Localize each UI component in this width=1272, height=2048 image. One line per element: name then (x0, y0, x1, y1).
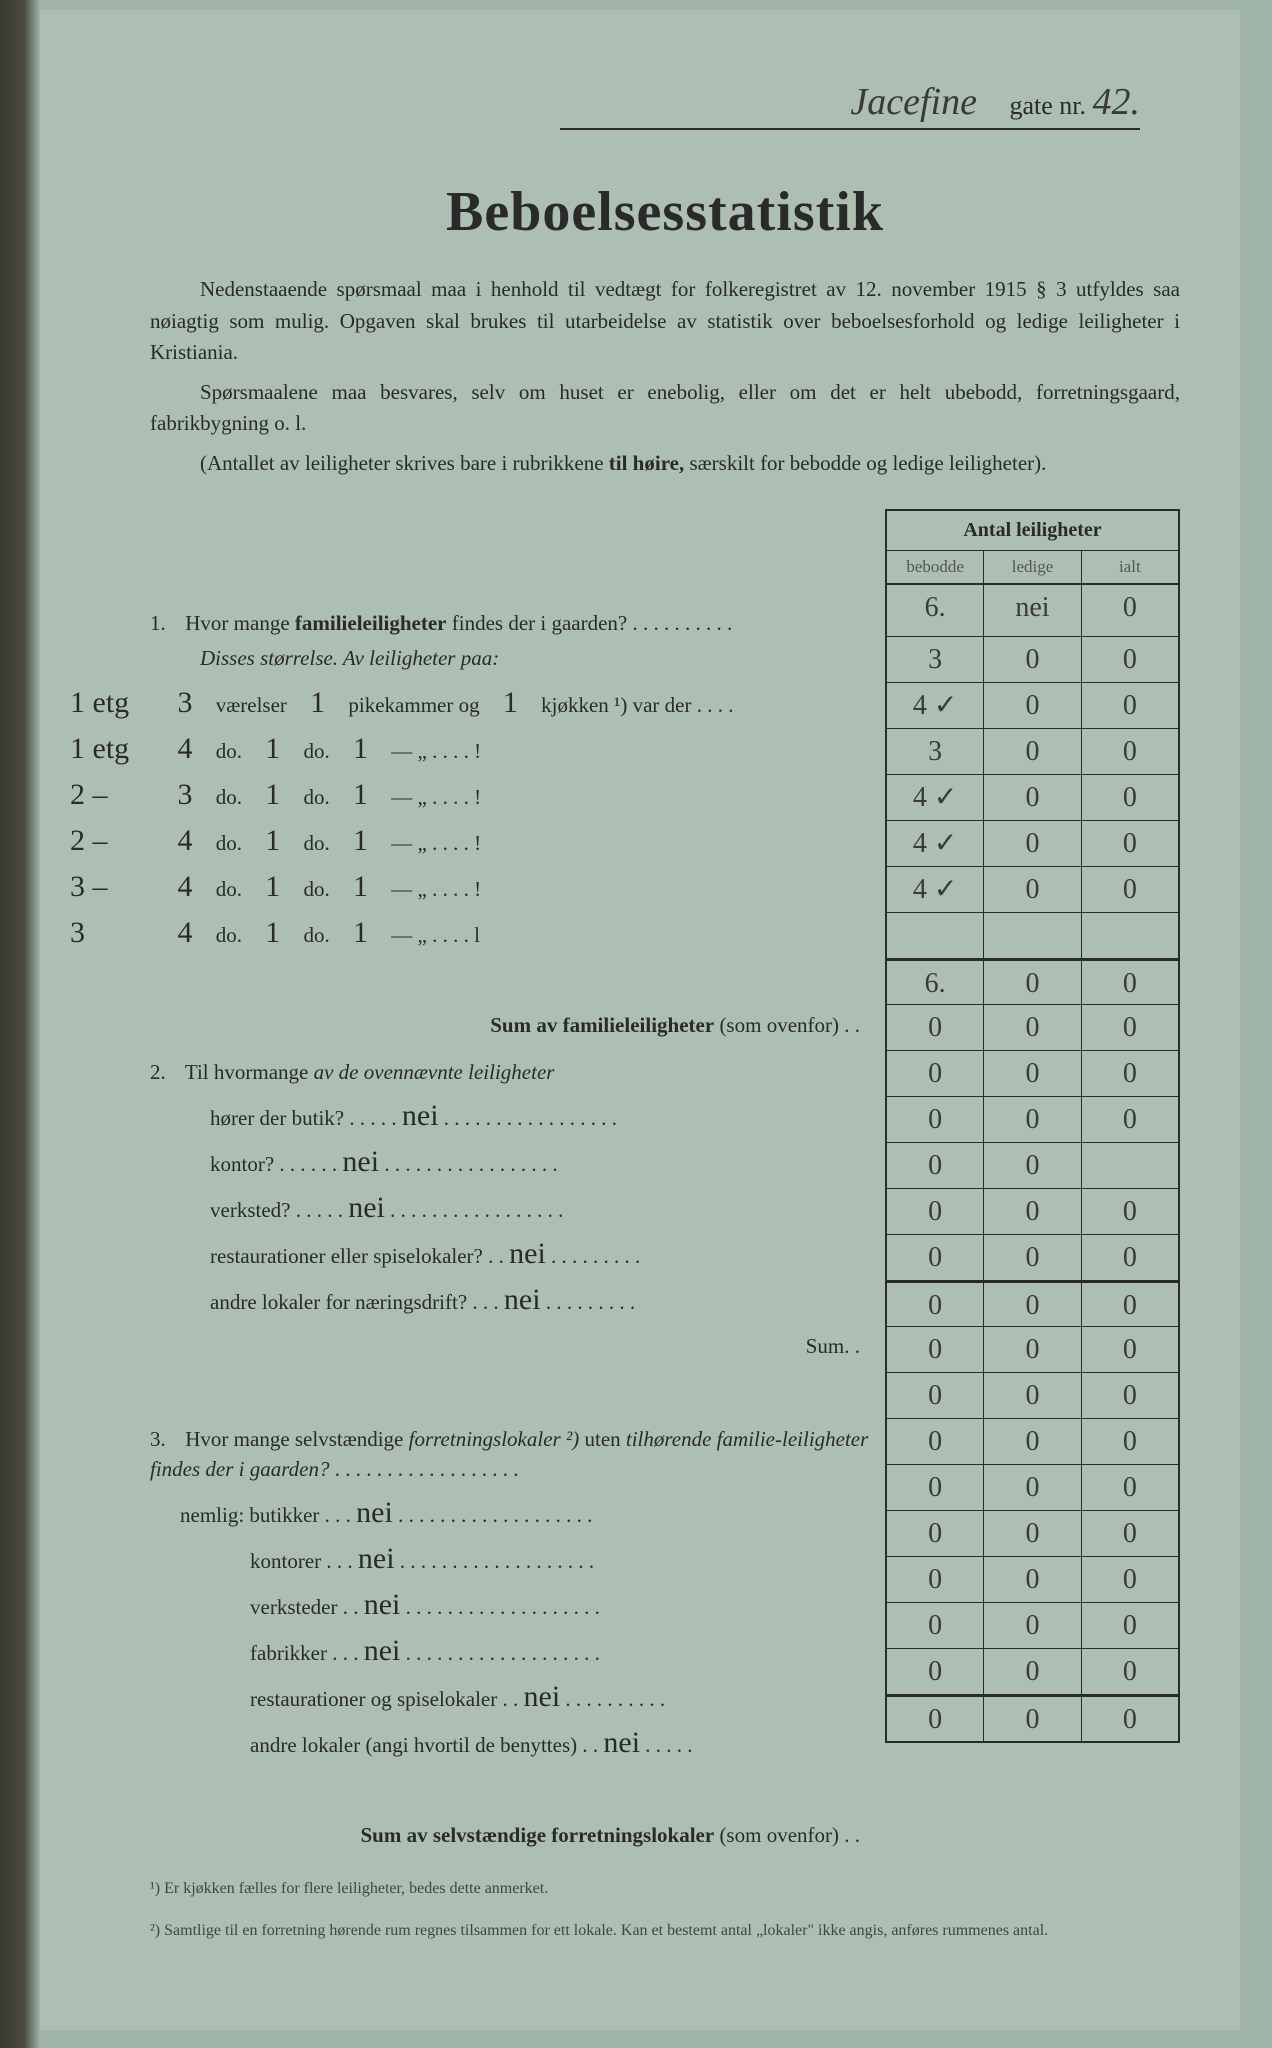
questions-column: 1. Hvor mange familieleiligheter findes … (150, 509, 885, 1858)
intro-p3: (Antallet av leiligheter skrives bare i … (150, 448, 1180, 480)
question-1: 1. Hvor mange familieleiligheter findes … (150, 609, 870, 638)
q2-item: kontor? . . . . . . nei . . . . . . . . … (150, 1139, 870, 1185)
table-row: 000 (887, 1695, 1178, 1741)
table-row: 000 (887, 1511, 1178, 1557)
table-column: Antal leiligheter bebodde ledige ialt 6.… (885, 509, 1180, 1858)
q3-nemlig: nemlig: butikker . . . nei . . . . . . .… (150, 1490, 870, 1536)
size-row: 1 etg3 værelser 1 pikekammer og 1 kjøkke… (150, 680, 870, 726)
q3-item: andre lokaler (angi hvortil de benyttes)… (150, 1720, 870, 1766)
table-row: 000 (887, 1373, 1178, 1419)
table-row: 300 (887, 729, 1178, 775)
size-row: 2 –4 do. 1 do. 1 — „ . . . . ! (150, 818, 870, 864)
page-title: Beboelsesstatistik (150, 180, 1180, 244)
gate-label: gate nr. (1009, 91, 1086, 120)
table-row: 4 ✓00 (887, 821, 1178, 867)
table-row: 6.nei0 (887, 585, 1178, 637)
q2-sum-label: Sum. . (150, 1323, 870, 1369)
size-row: 3 –4 do. 1 do. 1 — „ . . . . ! (150, 864, 870, 910)
intro-p2: Spørsmaalene maa besvares, selv om huset… (150, 377, 1180, 440)
table-row: 000 (887, 1051, 1178, 1097)
size-row: 2 –3 do. 1 do. 1 — „ . . . . ! (150, 772, 870, 818)
size-row: 34 do. 1 do. 1 — „ . . . . l (150, 910, 870, 956)
table-row: 000 (887, 1327, 1178, 1373)
binding-edge (0, 0, 40, 2048)
table-row: 4 ✓00 (887, 867, 1178, 913)
q3-item: restaurationer og spiselokaler . . nei .… (150, 1674, 870, 1720)
q1-sum-label: Sum av familieleiligheter (som ovenfor) … (150, 1002, 870, 1048)
q3-item: kontorer . . . nei . . . . . . . . . . .… (150, 1536, 870, 1582)
q3-item: fabrikker . . . nei . . . . . . . . . . … (150, 1628, 870, 1674)
street-name-handwritten: Jacefine (850, 81, 977, 123)
question-2: 2. Til hvormange av de ovennævnte leilig… (150, 1058, 870, 1087)
q2-item: andre lokaler for næringsdrift? . . . ne… (150, 1277, 870, 1323)
table-row: 000 (887, 1005, 1178, 1051)
table-row: 000 (887, 1235, 1178, 1281)
table-row: 000 (887, 1097, 1178, 1143)
table-row: 000 (887, 1649, 1178, 1695)
size-row: 1 etg4 do. 1 do. 1 — „ . . . . ! (150, 726, 870, 772)
table-row: 300 (887, 637, 1178, 683)
question-3: 3. Hvor mange selvstændige forretningslo… (150, 1425, 870, 1484)
table-row: 6.00 (887, 959, 1178, 1005)
table-row: 000 (887, 1557, 1178, 1603)
table-row: 000 (887, 1465, 1178, 1511)
count-table: Antal leiligheter bebodde ledige ialt 6.… (885, 509, 1180, 1743)
q2-item: hører der butik? . . . . . nei . . . . .… (150, 1093, 870, 1139)
table-row: 000 (887, 1419, 1178, 1465)
table-row: 000 (887, 1603, 1178, 1649)
q2-item: restaurationer eller spiselokaler? . . n… (150, 1231, 870, 1277)
table-row (887, 913, 1178, 959)
table-row: 4 ✓00 (887, 775, 1178, 821)
footnote-1: ¹) Er kjøkken fælles for flere leilighet… (150, 1878, 1180, 1900)
document-page: Jacefine gate nr. 42. Beboelsesstatistik… (40, 10, 1240, 2030)
gate-number-handwritten: 42. (1093, 81, 1141, 123)
table-row: 4 ✓00 (887, 683, 1178, 729)
table-row: 000 (887, 1189, 1178, 1235)
q3-sum-label: Sum av selvstændige forretningslokaler (… (150, 1812, 870, 1858)
q2-item: verksted? . . . . . nei . . . . . . . . … (150, 1185, 870, 1231)
disses-label: Disses størrelse. Av leiligheter paa: (150, 644, 870, 673)
table-subheader: bebodde ledige ialt (887, 551, 1178, 585)
table-row: 00 (887, 1143, 1178, 1189)
table-header: Antal leiligheter (887, 511, 1178, 551)
intro-p1: Nedenstaaende spørsmaal maa i henhold ti… (150, 274, 1180, 369)
table-row: 000 (887, 1281, 1178, 1327)
footnote-2: ²) Samtlige til en forretning hørende ru… (150, 1920, 1180, 1942)
address-line: Jacefine gate nr. 42. (560, 80, 1140, 130)
q3-item: verksteder . . nei . . . . . . . . . . .… (150, 1582, 870, 1628)
